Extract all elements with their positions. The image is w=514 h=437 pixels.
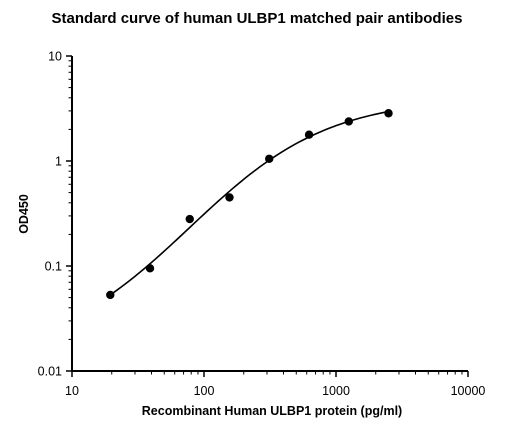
y-axis-label: OD450 <box>17 194 31 234</box>
data-point <box>384 109 393 118</box>
data-point <box>185 214 194 224</box>
y-tick-label: 0.01 <box>38 365 62 379</box>
data-point <box>265 154 274 163</box>
y-tick-label: 1 <box>55 155 62 169</box>
x-tick-label: 1000 <box>322 384 350 398</box>
axes <box>71 56 468 372</box>
x-tick-label: 10000 <box>451 384 486 398</box>
data-points <box>106 109 393 300</box>
x-tick-label: 10 <box>65 384 79 398</box>
x-axis-label: Recombinant Human ULBP1 protein (pg/ml) <box>141 404 403 418</box>
data-point <box>225 193 234 202</box>
y-tick-label: 0.1 <box>45 260 62 274</box>
data-point <box>344 117 353 126</box>
ticks: 10 100 1000 10000 0.01 0.1 1 10 <box>38 50 486 399</box>
fit-curve <box>109 110 389 296</box>
chart-title: Standard curve of human ULBP1 matched pa… <box>51 10 463 27</box>
data-point <box>304 130 314 139</box>
y-tick-label: 10 <box>48 50 62 64</box>
data-point <box>145 264 155 273</box>
x-tick-label: 100 <box>194 384 215 398</box>
fit-curve-group <box>109 110 389 296</box>
data-point <box>106 290 115 300</box>
